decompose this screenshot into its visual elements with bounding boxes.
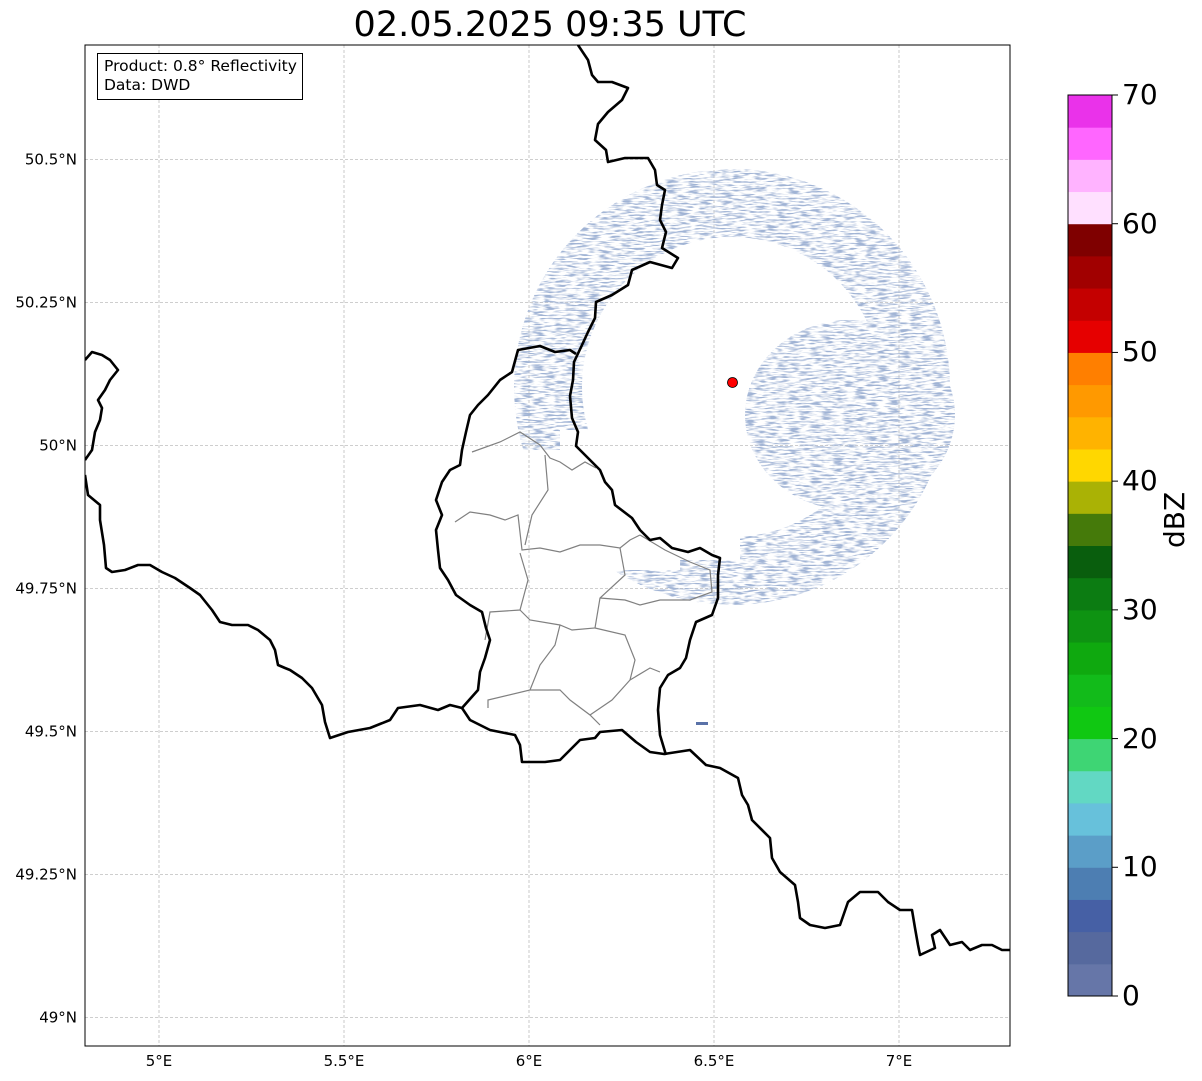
colorbar-segment	[1068, 642, 1112, 675]
lon-tick-label: 6.5°E	[694, 1052, 735, 1070]
country-borders	[85, 45, 1010, 957]
colorbar-label: dBZ	[1158, 491, 1191, 548]
lat-tick-label: 50.5°N	[25, 150, 77, 168]
colorbar-segment	[1068, 95, 1112, 128]
colorbar-segment	[1068, 706, 1112, 740]
colorbar-segment	[1068, 159, 1112, 193]
colorbar-segment	[1068, 545, 1112, 579]
radar-site-marker	[727, 377, 738, 388]
lat-tick-label: 50.25°N	[15, 293, 77, 311]
colorbar-segment	[1068, 127, 1112, 160]
colorbar-segment	[1068, 931, 1112, 965]
colorbar-tick-label: 70	[1122, 78, 1158, 111]
map-panel	[85, 45, 1010, 1046]
colorbar-segment	[1068, 448, 1112, 482]
colorbar-segment	[1068, 255, 1112, 289]
colorbar-segment	[1068, 899, 1112, 933]
colorbar-tick-label: 0	[1122, 979, 1140, 1012]
colorbar-segment	[1068, 352, 1112, 386]
lat-tick-label: 49.5°N	[25, 722, 77, 740]
colorbar-segment	[1068, 609, 1112, 643]
colorbar-tick-label: 10	[1122, 850, 1158, 884]
colorbar-tick-label: 20	[1122, 721, 1158, 755]
region-borders	[454, 431, 713, 726]
colorbar-segment	[1068, 963, 1112, 997]
colorbar-segment	[1068, 288, 1112, 321]
colorbar-segment	[1068, 191, 1112, 225]
lon-tick-label: 5°E	[146, 1052, 173, 1070]
colorbar-segment	[1068, 384, 1112, 418]
colorbar-tick-label: 30	[1122, 592, 1158, 626]
colorbar-segment	[1068, 867, 1112, 900]
colorbar-tick-label: 50	[1122, 335, 1158, 369]
lon-tick-label: 5.5°E	[324, 1052, 365, 1070]
lat-tick-label: 49.75°N	[15, 579, 77, 597]
lat-tick-label: 50°N	[39, 436, 77, 454]
colorbar	[1067, 94, 1118, 997]
product-label: Product: 0.8° Reflectivity	[104, 57, 297, 75]
colorbar-segment	[1068, 320, 1112, 353]
colorbar-segment	[1068, 577, 1112, 611]
map-title: 02.05.2025 09:35 UTC	[353, 5, 747, 45]
colorbar-segment	[1068, 835, 1112, 868]
data-source-label: Data: DWD	[104, 76, 191, 94]
colorbar-segment	[1068, 770, 1112, 804]
lon-tick-label: 7°E	[886, 1052, 913, 1070]
lon-tick-label: 6°E	[516, 1052, 543, 1070]
colorbar-tick-label: 40	[1122, 464, 1158, 498]
colorbar-segment	[1068, 223, 1112, 257]
axis-ticks: 5°E 5.5°E 6°E 6.5°E 7°E 49°N 49.25°N 49.5°N 49.7…	[15, 150, 912, 1070]
colorbar-segment	[1068, 802, 1112, 836]
colorbar-segment	[1068, 481, 1112, 514]
lat-tick-label: 49.25°N	[15, 865, 77, 883]
colorbar-segment	[1068, 674, 1112, 707]
product-info-box: Product: 0.8° Reflectivity Data: DWD	[97, 53, 303, 100]
lat-tick-label: 49°N	[39, 1008, 77, 1026]
colorbar-segment	[1068, 416, 1112, 450]
radar-echoes	[85, 45, 1010, 1046]
colorbar-segment	[1068, 738, 1112, 772]
colorbar-tick-label: 60	[1122, 206, 1158, 240]
colorbar-segment	[1068, 513, 1112, 546]
